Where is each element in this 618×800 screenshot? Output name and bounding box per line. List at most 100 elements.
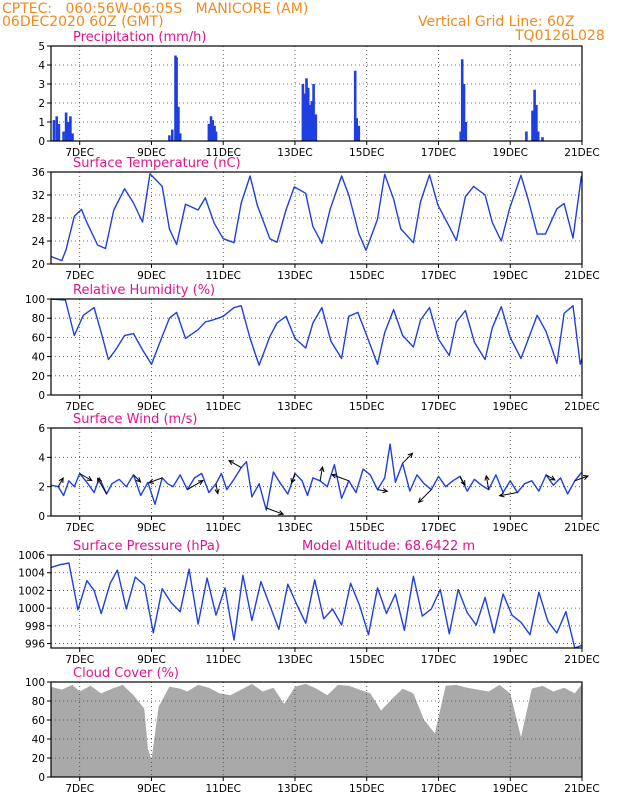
panel3-ytick-label-3: 60 [32, 332, 45, 344]
panel1-bar-30 [459, 131, 462, 141]
panel1-bar-35 [531, 110, 534, 141]
panel1-bar-9 [171, 129, 174, 141]
panel4-frame [50, 427, 583, 517]
panel1-bar-12 [177, 106, 180, 141]
panel1-bar-26 [314, 114, 318, 141]
panel3-xtick-label-5: 17DEC [421, 401, 456, 413]
panel6-xtick-label-6: 19DEC [493, 783, 528, 795]
panel1-ytick-label-3: 3 [38, 79, 45, 91]
panel4-wind-arrowhead-11 [330, 473, 337, 479]
panel1-bar-13 [178, 133, 182, 141]
panel4-wind-arrow-15 [459, 476, 466, 486]
panel5-title: Surface Pressure (hPa) [73, 539, 220, 554]
panel6-xtick-label-4: 15DEC [349, 783, 384, 795]
panel4-wind-arrowhead-4 [148, 478, 155, 484]
panel5-xtick-label-0: 7DEC [65, 654, 94, 666]
panel3-xtick-label-7: 21DEC [564, 401, 599, 413]
panel1-bar-31 [460, 59, 464, 141]
panel3-frame [50, 298, 583, 396]
panel3-ytick-label-5: 100 [25, 294, 45, 306]
panel1-bar-7 [71, 133, 74, 141]
panel4-wind-arrow-11 [331, 474, 349, 482]
panel1-bar-24 [310, 101, 314, 141]
panel4-xtick-label-6: 19DEC [493, 522, 528, 534]
panel1-xtick-label-2: 11DEC [206, 147, 241, 159]
panel4-wind-arrow-1 [79, 473, 93, 481]
panel4-wind-arrowhead-5 [197, 480, 204, 485]
panel1-bar-33 [464, 122, 468, 141]
panel6-xtick-label-7: 21DEC [564, 783, 599, 795]
panel2-title: Surface Temperature (nC) [73, 156, 241, 171]
panel4-wind-arrow-19 [574, 475, 589, 482]
panel2-series-line [50, 173, 583, 262]
panel6-xtick-label-5: 17DEC [421, 783, 456, 795]
panel6-xtick-label-1: 9DEC [137, 783, 166, 795]
panel1-title: Precipitation (mm/h) [73, 30, 206, 45]
panel3-ytick-label-2: 40 [32, 352, 45, 364]
panel5-annotation: Model Altitude: 68.6422 m [302, 539, 475, 554]
panel2-ytick-label-1: 24 [32, 236, 46, 248]
panel2-xtick-label-6: 19DEC [493, 270, 528, 282]
panel3-xtick-label-3: 13DEC [277, 401, 312, 413]
panel1-ytick-label-5: 5 [38, 41, 45, 53]
panel4-wind-arrowhead-10 [319, 465, 325, 472]
panel4-wind-arrow-14 [418, 489, 432, 503]
panel3-title: Relative Humidity (%) [73, 283, 215, 298]
panel4-xtick-label-0: 7DEC [65, 522, 94, 534]
panel5-xtick-label-3: 13DEC [277, 654, 312, 666]
panel4-wind-arrow-6 [215, 483, 219, 494]
panel4-xtick-label-7: 21DEC [564, 522, 599, 534]
panel1-bar-27 [353, 70, 357, 141]
panel1-bar-5 [66, 122, 70, 141]
panel5-series-line [50, 562, 583, 649]
panel4-wind-arrowhead-14 [417, 497, 424, 504]
panel4-ytick-label-1: 2 [38, 482, 45, 494]
panel3-xtick-label-0: 7DEC [65, 401, 94, 413]
panel4-ytick-label-0: 0 [38, 511, 45, 523]
panel4-wind-arrowhead-15 [460, 480, 466, 487]
panel1-ytick-label-1: 1 [38, 117, 45, 129]
panel1-bar-14 [207, 123, 211, 141]
panel4-wind-arrow-2 [97, 478, 108, 495]
panel6-xtick-label-3: 13DEC [277, 783, 312, 795]
panel4-xtick-label-4: 15DEC [349, 522, 384, 534]
panel4-wind-arrow-13 [402, 452, 413, 464]
panel5-ytick-label-2: 1000 [18, 603, 45, 615]
header-location: CPTEC: 060:56W-06:05S MANICORE (AM) [2, 1, 309, 17]
panel4-wind-arrowhead-13 [407, 452, 414, 459]
panel4-wind-arrowhead-0 [58, 477, 64, 484]
panel1-bar-34 [525, 131, 528, 141]
panel6-frame [50, 681, 583, 778]
panel6-ytick-label-3: 60 [32, 715, 45, 727]
panel5-xtick-label-5: 17DEC [421, 654, 456, 666]
panel4-wind-arrow-4 [148, 477, 163, 484]
panel5-xtick-label-4: 15DEC [349, 654, 384, 666]
panel1-bar-3 [62, 131, 65, 141]
panel1-ytick-label-4: 4 [38, 60, 45, 72]
panel1-bar-19 [301, 84, 305, 141]
header-run-date: 06DEC2020 60Z (GMT) [2, 14, 164, 30]
panel1-bar-23 [308, 104, 312, 141]
panel1-bar-38 [536, 131, 540, 141]
panel1-bar-21 [305, 78, 308, 141]
panel5-ytick-label-4: 1004 [18, 568, 45, 580]
panel4-wind-arrow-16 [485, 475, 490, 490]
panel2-xtick-label-0: 7DEC [65, 270, 94, 282]
panel2-frame [50, 171, 583, 265]
panel4-xtick-label-3: 13DEC [277, 522, 312, 534]
panel2-ytick-label-4: 36 [32, 167, 46, 179]
panel4-wind-arrowhead-12 [382, 487, 389, 494]
panel4-wind-arrowhead-17 [498, 492, 505, 498]
panel4-xtick-label-5: 17DEC [421, 522, 456, 534]
panel3-xtick-label-1: 9DEC [137, 401, 166, 413]
header-model-code: TQ0126L028 [515, 28, 605, 44]
panel4-wind-arrowhead-1 [86, 476, 93, 482]
panel5-xtick-label-7: 21DEC [564, 654, 599, 666]
panel5-ytick-label-1: 998 [25, 621, 45, 633]
panel1-frame [50, 45, 583, 142]
panel4-wind-arrowhead-19 [582, 475, 590, 480]
panel1-bar-2 [57, 123, 61, 141]
panel2-xtick-label-7: 21DEC [564, 270, 599, 282]
panel5-ytick-label-5: 1006 [18, 550, 45, 562]
